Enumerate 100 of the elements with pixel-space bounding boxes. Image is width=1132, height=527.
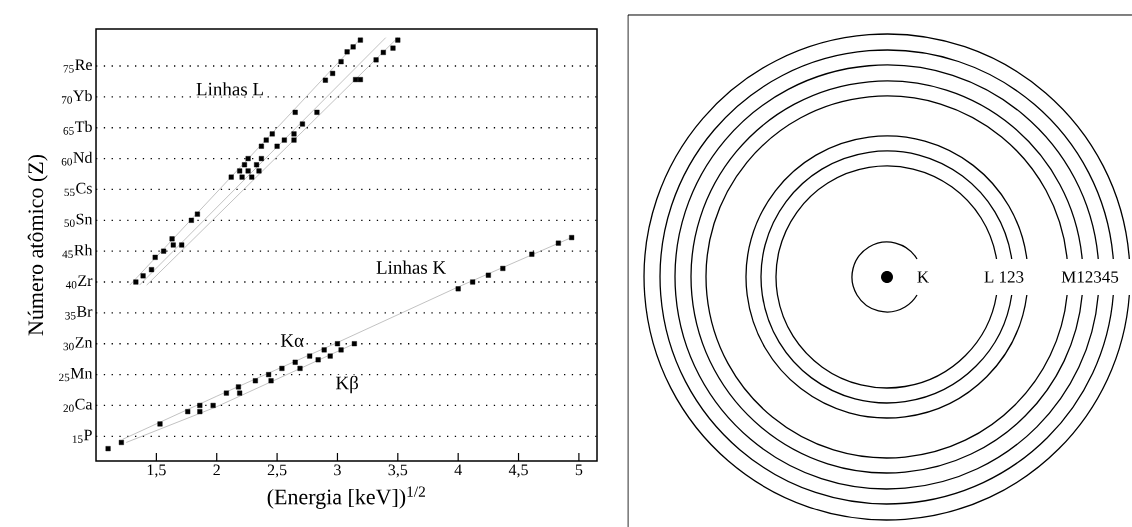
point (239, 174, 245, 180)
y-tick-label: $_{60}$Nd (61, 151, 93, 166)
point (338, 59, 344, 65)
point (157, 421, 163, 427)
point (140, 273, 146, 279)
point (197, 402, 203, 408)
point (258, 143, 264, 149)
point (344, 49, 350, 55)
point (338, 347, 344, 353)
point (105, 446, 111, 452)
y-tick-label: $_{70}$Yb (61, 89, 92, 104)
point (281, 137, 287, 143)
y-tick-label: $_{20}$Ca (63, 398, 93, 413)
y-tick-label: $_{25}$Mn (59, 368, 93, 382)
x-tick-label: 3 (334, 464, 341, 476)
text: L 123 (984, 271, 1024, 283)
y-tick-label: $_{40}$Zr (65, 275, 93, 289)
point (268, 378, 274, 384)
point (169, 236, 175, 242)
point (152, 254, 158, 260)
point (263, 137, 269, 143)
point (307, 353, 313, 359)
point (291, 131, 297, 137)
x-tick-label: 4 (454, 464, 462, 476)
point (357, 77, 363, 83)
point (315, 357, 321, 363)
point (266, 372, 272, 378)
point (274, 143, 280, 149)
y-tick-label: $_{15}$P (72, 429, 92, 443)
text: M12345 (1061, 271, 1119, 283)
y-tick-label: $_{30}$Zn (63, 337, 93, 351)
point (455, 286, 461, 292)
point (197, 409, 203, 415)
point (170, 242, 176, 248)
point (351, 341, 357, 347)
point (228, 174, 234, 180)
point (500, 265, 506, 271)
point (149, 267, 155, 273)
point (292, 359, 298, 365)
point (395, 37, 401, 43)
point (485, 272, 491, 278)
point (269, 131, 275, 137)
point (242, 162, 247, 168)
annotation: Linhas L (196, 82, 263, 96)
point (373, 57, 379, 63)
y-tick-label: $_{65}$Tb (63, 120, 92, 135)
point (179, 242, 185, 248)
point (470, 279, 476, 285)
point (161, 248, 167, 254)
point (357, 37, 363, 43)
point (279, 365, 285, 371)
point (188, 217, 194, 223)
point (322, 77, 328, 83)
x-tick-label: 3,5 (388, 464, 408, 478)
y-axis-title: Número atômico (Z) (27, 154, 48, 336)
point (314, 109, 320, 115)
point (380, 49, 386, 55)
point (185, 409, 191, 415)
point (569, 235, 575, 241)
point (297, 365, 303, 371)
point (390, 45, 396, 51)
annotation: Linhas K (376, 260, 446, 274)
y-tick-label: $_{75}$Re (63, 59, 92, 73)
point (327, 353, 333, 359)
point (330, 70, 336, 76)
x-tick-label: 5 (575, 464, 583, 476)
point (258, 156, 264, 162)
y-tick-label: $_{55}$Cs (64, 182, 92, 197)
point (321, 347, 327, 353)
point (249, 174, 255, 180)
point (235, 384, 241, 390)
x-tick-label: 4,5 (508, 464, 528, 478)
text: K (917, 271, 929, 283)
point (252, 378, 258, 384)
point (555, 240, 561, 246)
point (245, 156, 251, 162)
x-tick-label: 2,5 (267, 464, 287, 478)
point (292, 109, 298, 115)
point (291, 137, 297, 143)
point (299, 121, 305, 127)
point (245, 168, 251, 174)
point (350, 44, 356, 50)
annotation: Kβ (335, 375, 358, 394)
y-tick-label: $_{50}$Sn (64, 213, 93, 227)
y-tick-label: $_{35}$Br (65, 306, 93, 320)
x-tick-label: 2 (213, 464, 220, 476)
point (256, 168, 262, 174)
point (237, 390, 243, 396)
annotation: Kα (280, 334, 304, 347)
x-axis-title: (Energia [keV])$^{1/2}$ (267, 486, 425, 509)
point (254, 162, 260, 168)
point (133, 279, 139, 285)
x-tick-label: 1,5 (147, 464, 166, 478)
point (334, 341, 340, 347)
point (210, 402, 216, 408)
point (353, 77, 359, 83)
point (118, 439, 124, 445)
point (529, 251, 535, 257)
point (194, 211, 200, 217)
point (223, 390, 229, 396)
